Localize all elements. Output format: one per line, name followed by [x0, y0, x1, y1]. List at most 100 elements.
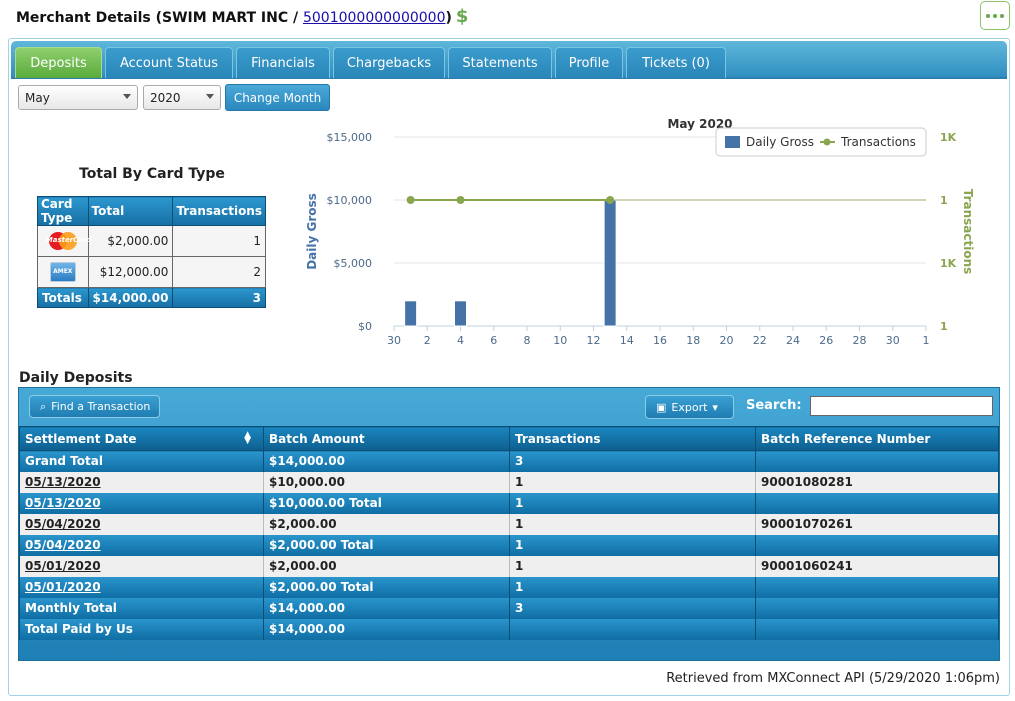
- batch-reference-cell: [755, 597, 999, 619]
- daily-gross-chart: May 2020 $0 $5,000 $10,000 $15,000 1 1K 1 1K Dail…: [305, 117, 975, 347]
- amex-total: $12,000.00: [87, 256, 174, 288]
- find-transaction-button[interactable]: ⌕ Find a Transaction: [29, 395, 160, 418]
- tab-account-status[interactable]: Account Status: [105, 47, 233, 78]
- col-settlement-date[interactable]: Settlement Date ▲ ▼: [19, 426, 264, 451]
- col-transactions[interactable]: Transactions: [509, 426, 756, 451]
- title-prefix: Merchant Details (SWIM MART INC /: [16, 10, 303, 26]
- batch-amount-cell: $2,000.00: [263, 555, 510, 577]
- settlement-date-link[interactable]: 05/04/2020: [25, 538, 101, 552]
- batch-amount-cell: $14,000.00: [263, 618, 510, 640]
- x-tick-label: 28: [853, 334, 867, 347]
- save-icon: ▣: [656, 400, 667, 414]
- caret-down-icon: ▾: [712, 400, 718, 414]
- table-row: Total Paid by Us $14,000.00: [19, 618, 999, 640]
- point-transactions: [456, 196, 465, 204]
- batch-reference-cell: [755, 450, 999, 472]
- search-icon: ⌕: [40, 399, 47, 413]
- batch-reference-cell: 90001070261: [755, 513, 999, 535]
- table-row: 05/01/2020 $2,000.00 1 90001060241: [19, 555, 999, 577]
- batch-amount-cell: $2,000.00: [263, 513, 510, 535]
- x-tick-label: 30: [387, 334, 401, 347]
- card-row-mastercard: MasterCard $2,000.00 1: [37, 225, 266, 257]
- batch-amount-cell: $14,000.00: [263, 597, 510, 619]
- mastercard-transactions: 1: [172, 225, 266, 257]
- month-select[interactable]: May: [18, 85, 138, 110]
- totals-amount: $14,000.00: [87, 287, 174, 308]
- y-tick-label: $0: [358, 320, 372, 333]
- y2-axis-label: Transactions: [961, 189, 975, 275]
- settlement-date-link[interactable]: 05/13/2020: [25, 496, 101, 510]
- find-transaction-label: Find a Transaction: [51, 400, 151, 413]
- table-row: 05/01/2020 $2,000.00 Total 1: [19, 576, 999, 598]
- transactions-cell: 1: [509, 576, 756, 598]
- table-row: Grand Total $14,000.00 3: [19, 450, 999, 472]
- deposits-body: Grand Total $14,000.00 3 05/13/2020 $10,000.…: [19, 450, 999, 640]
- y2-tick-label: 1: [940, 320, 948, 333]
- y-axis-label: Daily Gross: [305, 193, 319, 270]
- col-batch-amount[interactable]: Batch Amount: [263, 426, 510, 451]
- chart-title: May 2020: [667, 117, 732, 131]
- tab-financials[interactable]: Financials: [236, 47, 330, 78]
- legend-swatch-daily-gross: [725, 136, 740, 148]
- table-row: 05/13/2020 $10,000.00 1 90001080281: [19, 471, 999, 493]
- batch-reference-cell: 90001060241: [755, 555, 999, 577]
- settlement-date-link[interactable]: 05/01/2020: [25, 580, 101, 594]
- col-batch-reference[interactable]: Batch Reference Number: [755, 426, 999, 451]
- col-total: Total: [87, 196, 174, 226]
- col-card-type: Card Type: [37, 196, 89, 226]
- bar-daily-gross: [454, 300, 467, 327]
- deposits-header-row: Settlement Date ▲ ▼ Batch Amount Transact…: [19, 426, 999, 451]
- bar-daily-gross: [404, 300, 418, 327]
- table-row: 05/04/2020 $2,000.00 1 90001070261: [19, 513, 999, 535]
- page-title: Merchant Details (SWIM MART INC / 500100…: [16, 6, 468, 27]
- transactions-cell: 1: [509, 534, 756, 556]
- y2-tick-label: 1K: [940, 131, 957, 144]
- settlement-date-cell: 05/13/2020: [19, 471, 264, 493]
- col-transactions: Transactions: [172, 196, 266, 226]
- settlement-date-link[interactable]: 05/13/2020: [25, 475, 101, 489]
- transactions-cell: 1: [509, 471, 756, 493]
- merchant-id-link[interactable]: 5001000000000000: [302, 10, 446, 26]
- table-row: 05/04/2020 $2,000.00 Total 1: [19, 534, 999, 556]
- retrieved-footer: Retrieved from MXConnect API (5/29/2020 …: [666, 671, 1000, 686]
- table-row: Monthly Total $14,000.00 3: [19, 597, 999, 619]
- totals-transactions: 3: [172, 287, 266, 308]
- legend-marker-transactions: [823, 138, 831, 146]
- tab-tickets[interactable]: Tickets (0): [626, 47, 726, 78]
- transactions-cell: 1: [509, 513, 756, 535]
- tab-deposits[interactable]: Deposits: [15, 47, 102, 78]
- settlement-date-cell: Grand Total: [19, 450, 264, 472]
- export-button[interactable]: ▣ Export ▾: [645, 395, 734, 419]
- tab-statements[interactable]: Statements: [448, 47, 552, 78]
- settlement-date-link[interactable]: 05/04/2020: [25, 517, 101, 531]
- batch-reference-cell: [755, 492, 999, 514]
- search-input[interactable]: [810, 396, 993, 416]
- x-tick-label: 14: [620, 334, 634, 347]
- settlement-date-link[interactable]: 05/01/2020: [25, 559, 101, 573]
- x-tick-label: 22: [753, 334, 767, 347]
- x-tick-label: 10: [553, 334, 567, 347]
- export-label: Export: [671, 400, 708, 414]
- x-tick-label: 16: [653, 334, 667, 347]
- more-options-button[interactable]: [980, 1, 1010, 30]
- settlement-date-cell: 05/01/2020: [19, 555, 264, 577]
- tab-chargebacks[interactable]: Chargebacks: [333, 47, 445, 78]
- transactions-cell: 3: [509, 597, 756, 619]
- x-tick-label: 8: [524, 334, 531, 347]
- settlement-date-cell: 05/13/2020: [19, 492, 264, 514]
- daily-deposits-title: Daily Deposits: [19, 370, 133, 386]
- settlement-date-cell: 05/04/2020: [19, 534, 264, 556]
- year-select[interactable]: 2020: [143, 85, 221, 110]
- batch-reference-cell: [755, 534, 999, 556]
- ellipsis-icon: [986, 13, 990, 18]
- legend-label-daily-gross: Daily Gross: [746, 135, 814, 149]
- amex-logo-cell: AMEX: [37, 256, 89, 288]
- legend-label-transactions: Transactions: [840, 135, 916, 149]
- x-tick-label: 6: [490, 334, 497, 347]
- tab-profile[interactable]: Profile: [555, 47, 623, 78]
- settlement-date-cell: Total Paid by Us: [19, 618, 264, 640]
- batch-reference-cell: [755, 576, 999, 598]
- x-tick-label: 12: [587, 334, 601, 347]
- change-month-button[interactable]: Change Month: [225, 84, 330, 111]
- x-tick-label: 1: [923, 334, 930, 347]
